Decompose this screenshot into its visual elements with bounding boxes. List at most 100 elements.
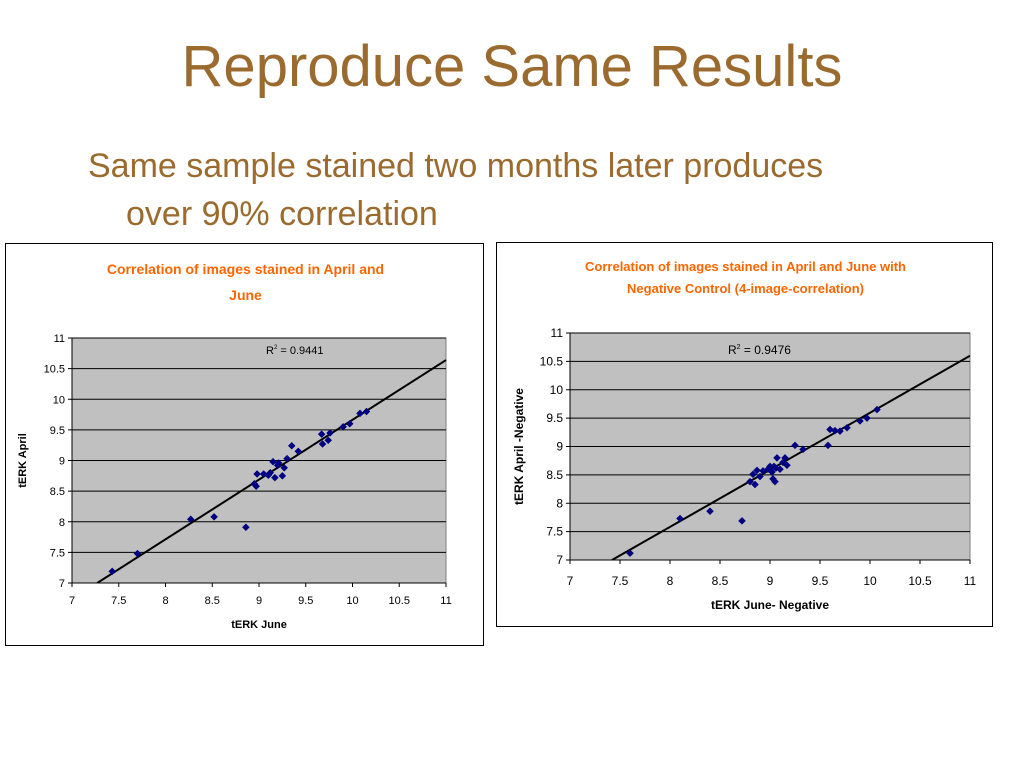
data-point bbox=[753, 466, 761, 475]
data-point bbox=[287, 441, 296, 450]
data-point bbox=[280, 463, 289, 472]
data-point bbox=[294, 447, 303, 456]
data-point bbox=[324, 436, 333, 445]
data-point bbox=[626, 549, 634, 558]
data-point bbox=[836, 427, 844, 436]
y-tick-label: 8.5 bbox=[50, 486, 65, 498]
y-tick-label: 10.5 bbox=[540, 354, 564, 368]
y-tick-label: 10 bbox=[550, 383, 564, 397]
y-tick-label: 10 bbox=[53, 394, 65, 406]
data-point bbox=[783, 461, 791, 470]
data-point bbox=[773, 453, 781, 462]
chart-title-line: Negative Control (4-image-correlation) bbox=[627, 281, 864, 296]
data-point bbox=[252, 482, 261, 491]
chart-svg-2: Correlation of images stained in April a… bbox=[512, 259, 977, 612]
y-tick-label: 10.5 bbox=[44, 364, 65, 376]
x-tick-label: 9.5 bbox=[812, 574, 829, 588]
data-point bbox=[776, 465, 784, 474]
data-point bbox=[771, 477, 779, 486]
y-tick-label: 7 bbox=[59, 578, 65, 590]
chart-title-line: Correlation of images stained in April a… bbox=[107, 261, 384, 277]
x-tick-label: 8 bbox=[162, 595, 168, 607]
chart-title-line: Correlation of images stained in April a… bbox=[585, 259, 906, 274]
data-point bbox=[210, 512, 218, 521]
data-point bbox=[317, 430, 326, 439]
data-point bbox=[274, 459, 283, 467]
y-tick-label: 7 bbox=[556, 553, 563, 567]
chart-april-june: Correlation of images stained in April a… bbox=[5, 243, 484, 646]
y-tick-label: 8 bbox=[59, 517, 65, 529]
data-point bbox=[108, 567, 117, 576]
data-point bbox=[318, 440, 327, 448]
x-tick-label: 7 bbox=[567, 574, 574, 588]
data-point bbox=[133, 549, 142, 558]
data-point bbox=[751, 480, 759, 489]
y-tick-label: 7.5 bbox=[50, 547, 65, 559]
data-point bbox=[269, 457, 277, 466]
data-point bbox=[266, 468, 275, 477]
x-tick-label: 9.5 bbox=[298, 595, 313, 607]
y-tick-label: 11 bbox=[54, 333, 65, 345]
y-tick-label: 9.5 bbox=[50, 425, 65, 437]
data-point bbox=[781, 453, 789, 462]
x-tick-label: 7.5 bbox=[111, 595, 126, 607]
x-tick-label: 9 bbox=[767, 574, 774, 588]
y-tick-label: 9 bbox=[59, 456, 65, 468]
data-point bbox=[278, 471, 287, 480]
x-tick-label: 8.5 bbox=[712, 574, 729, 588]
y-axis-label: tERK April bbox=[17, 433, 29, 488]
slide-title: Reproduce Same Results bbox=[181, 34, 843, 99]
x-tick-label: 10 bbox=[346, 595, 358, 607]
data-point bbox=[186, 515, 195, 524]
x-axis-label: tERK June- Negative bbox=[711, 598, 829, 612]
y-tick-label: 8.5 bbox=[546, 468, 563, 482]
y-tick-label: 9.5 bbox=[546, 411, 563, 425]
data-point bbox=[676, 514, 684, 523]
data-point bbox=[706, 507, 714, 516]
x-tick-label: 7.5 bbox=[612, 574, 629, 588]
x-tick-label: 11 bbox=[964, 574, 977, 588]
x-tick-label: 11 bbox=[440, 595, 451, 607]
data-point bbox=[843, 423, 851, 432]
data-point bbox=[339, 422, 348, 431]
data-point bbox=[283, 454, 291, 463]
data-point bbox=[824, 441, 832, 450]
x-tick-label: 10.5 bbox=[389, 595, 410, 607]
y-tick-label: 7.5 bbox=[546, 525, 563, 539]
chart-svg-1: Correlation of images stained in April a… bbox=[17, 261, 452, 631]
data-point bbox=[826, 425, 834, 434]
r-squared-label: R2 = 0.9441 bbox=[266, 345, 323, 357]
data-point bbox=[746, 477, 754, 486]
data-point bbox=[356, 409, 364, 418]
x-tick-label: 10 bbox=[863, 574, 877, 588]
data-point bbox=[873, 405, 881, 414]
chart-april-june-negative-control: Correlation of images stained in April a… bbox=[496, 242, 993, 627]
x-tick-label: 7 bbox=[69, 595, 75, 607]
x-tick-label: 8.5 bbox=[205, 595, 220, 607]
trendline bbox=[611, 354, 971, 560]
r-squared-label: R2 = 0.9476 bbox=[728, 343, 791, 357]
x-tick-label: 9 bbox=[256, 595, 262, 607]
chart-title-line: June bbox=[229, 287, 262, 303]
data-point bbox=[799, 445, 807, 454]
data-point bbox=[856, 417, 864, 425]
y-tick-label: 11 bbox=[551, 326, 564, 340]
x-tick-label: 8 bbox=[667, 574, 674, 588]
data-point bbox=[863, 414, 871, 422]
data-point bbox=[749, 470, 757, 479]
slide-subtitle: Same sample stained two months later pro… bbox=[88, 147, 824, 233]
data-point bbox=[756, 472, 764, 481]
y-tick-label: 9 bbox=[556, 440, 563, 454]
data-point bbox=[326, 429, 334, 437]
data-point bbox=[253, 470, 261, 478]
data-point bbox=[345, 419, 354, 428]
data-point bbox=[362, 407, 371, 416]
data-point bbox=[242, 523, 250, 532]
data-point bbox=[768, 468, 776, 476]
x-axis-label: tERK June bbox=[231, 619, 287, 631]
data-point bbox=[738, 516, 746, 525]
y-axis-label: tERK April -Negative bbox=[512, 388, 526, 505]
y-tick-label: 8 bbox=[556, 496, 563, 510]
x-tick-label: 10.5 bbox=[908, 574, 932, 588]
data-point bbox=[271, 473, 279, 482]
